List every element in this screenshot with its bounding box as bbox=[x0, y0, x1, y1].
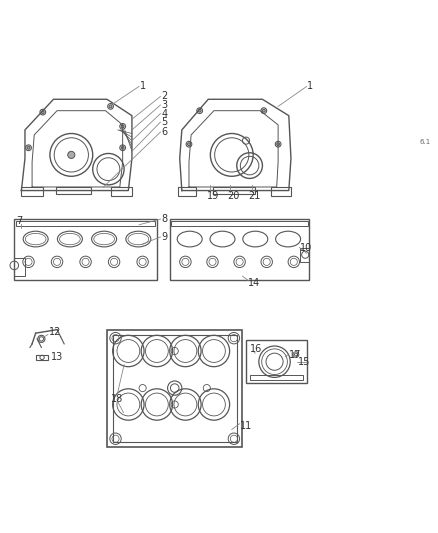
Text: 6.1: 6.1 bbox=[419, 139, 431, 145]
Text: 4: 4 bbox=[161, 109, 167, 118]
Text: 7: 7 bbox=[16, 215, 22, 225]
Bar bbox=[300, 248, 310, 262]
Circle shape bbox=[27, 147, 30, 149]
Bar bbox=[21, 187, 43, 196]
Bar bbox=[35, 354, 49, 360]
Circle shape bbox=[262, 109, 265, 112]
Bar bbox=[171, 221, 308, 226]
Circle shape bbox=[68, 151, 75, 158]
Text: 16: 16 bbox=[250, 344, 262, 354]
Text: 6: 6 bbox=[161, 127, 167, 137]
Bar bbox=[107, 329, 243, 447]
Bar bbox=[250, 375, 303, 380]
Bar bbox=[16, 221, 155, 226]
Text: 8: 8 bbox=[161, 214, 167, 224]
Circle shape bbox=[41, 111, 44, 114]
Text: 20: 20 bbox=[227, 191, 239, 201]
Bar bbox=[246, 340, 307, 383]
Text: 1: 1 bbox=[140, 82, 146, 92]
Bar bbox=[56, 187, 91, 194]
Bar bbox=[110, 187, 132, 196]
Circle shape bbox=[187, 143, 191, 146]
Text: 10: 10 bbox=[300, 243, 312, 253]
Circle shape bbox=[121, 125, 124, 128]
Text: 13: 13 bbox=[51, 352, 64, 362]
Circle shape bbox=[277, 143, 279, 146]
Text: 5: 5 bbox=[161, 117, 167, 127]
Text: 12: 12 bbox=[49, 327, 61, 337]
Text: 1: 1 bbox=[307, 82, 314, 92]
Text: 11: 11 bbox=[240, 421, 253, 431]
Bar bbox=[170, 219, 310, 280]
Bar bbox=[113, 335, 237, 441]
Circle shape bbox=[121, 147, 124, 149]
Text: 3: 3 bbox=[161, 100, 167, 110]
Text: 9: 9 bbox=[161, 232, 167, 242]
Bar bbox=[178, 187, 196, 196]
Text: 19: 19 bbox=[207, 191, 219, 201]
Bar bbox=[14, 219, 157, 280]
Text: 15: 15 bbox=[298, 357, 311, 367]
Text: 18: 18 bbox=[110, 394, 123, 404]
Circle shape bbox=[109, 105, 112, 108]
Text: 14: 14 bbox=[248, 278, 261, 288]
Circle shape bbox=[198, 109, 201, 112]
Text: 21: 21 bbox=[248, 191, 261, 201]
Text: 2: 2 bbox=[161, 92, 167, 101]
Bar bbox=[14, 259, 25, 276]
Bar bbox=[271, 187, 291, 196]
Bar bbox=[212, 187, 255, 194]
Text: 17: 17 bbox=[289, 350, 301, 360]
